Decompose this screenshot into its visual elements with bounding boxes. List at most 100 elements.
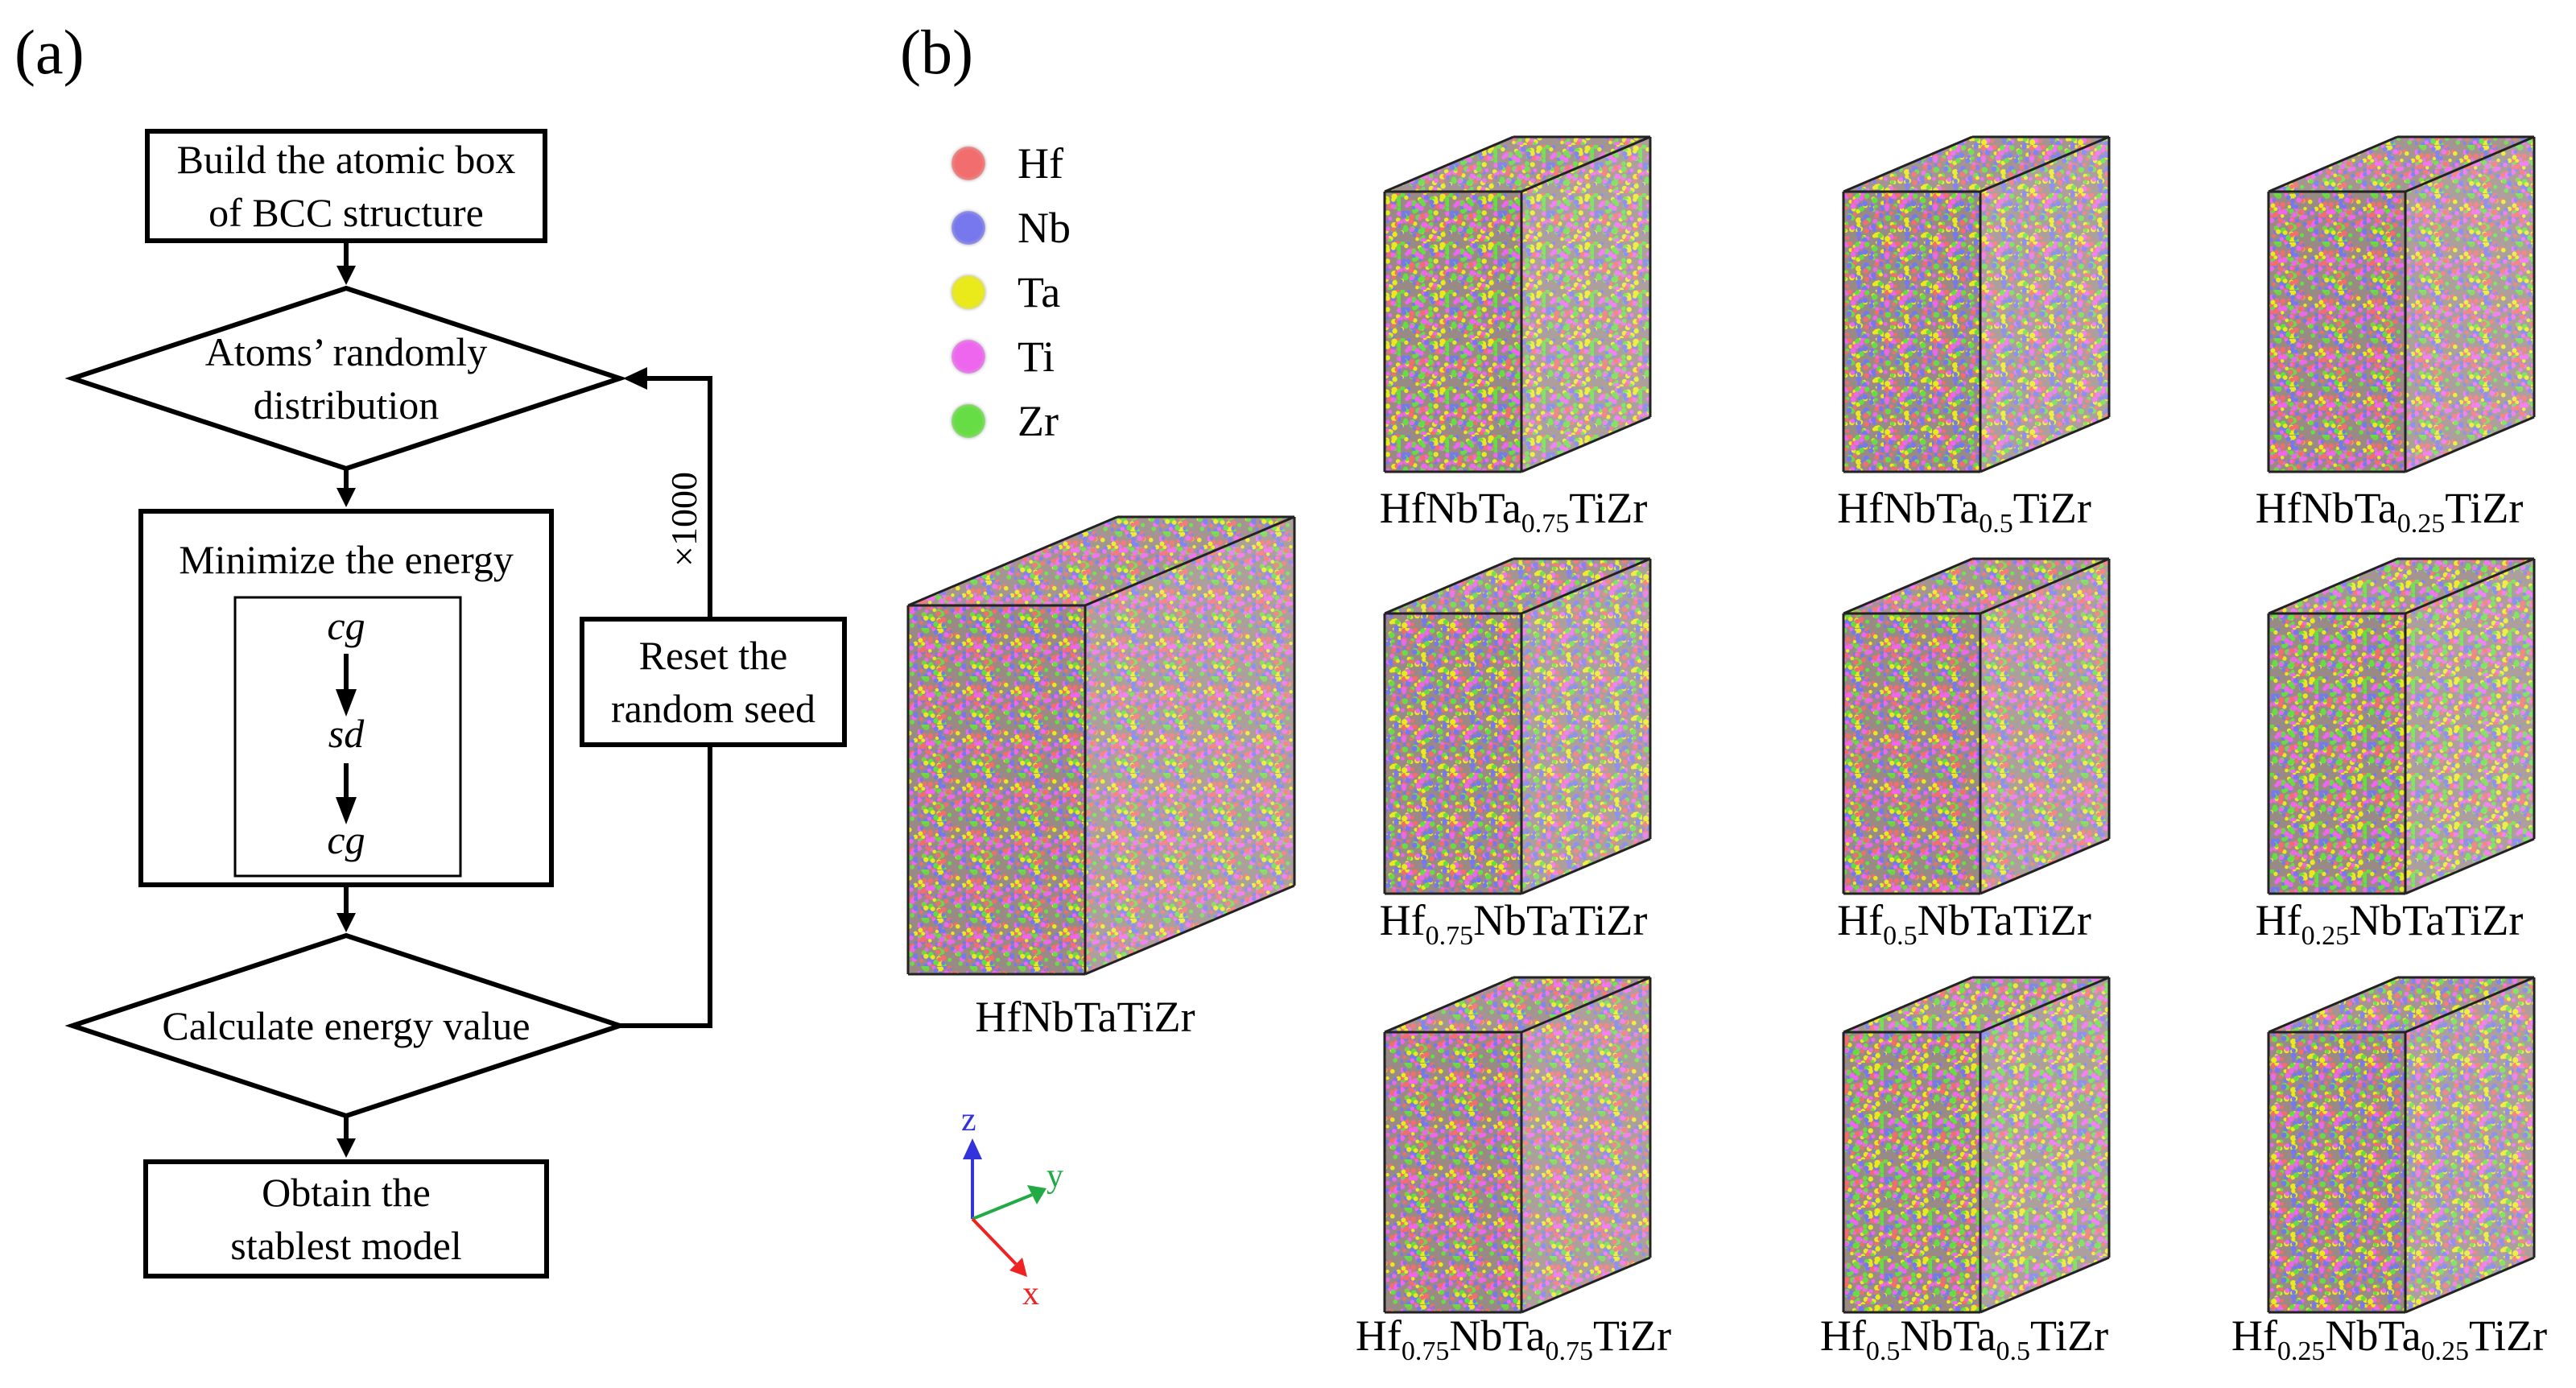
legend-label: Zr: [1018, 397, 1059, 445]
atomic-box-6: [1383, 976, 1652, 1314]
feedback-loop: [620, 376, 712, 1028]
legend-label: Nb: [1018, 204, 1071, 252]
random-line-1: Atoms’ randomly: [204, 329, 488, 374]
random-line-2: distribution: [253, 382, 440, 428]
obtain-model-node: Obtain the stablest model: [143, 1159, 549, 1279]
atomic-box-7: [1842, 976, 2111, 1314]
legend-label: Ti: [1018, 333, 1055, 381]
build-line-1: Build the atomic box: [176, 137, 516, 182]
model-label: Hf0.5NbTaTiZr: [1787, 896, 2141, 950]
model-label: Hf0.25NbTa0.25TiZr: [2212, 1312, 2566, 1365]
build-line-2: of BCC structure: [208, 190, 484, 235]
random-distribution-text: Atoms’ randomly distribution: [153, 326, 539, 431]
axis-y-head: [1027, 1185, 1046, 1204]
label-part: Hf: [1819, 1312, 1866, 1360]
axis-x-head: [1009, 1258, 1027, 1277]
label-subscript: 0.25: [2396, 509, 2446, 539]
axis-x-line: [971, 1217, 1018, 1266]
build-box-node: Build the atomic box of BCC structure: [145, 129, 547, 243]
label-subscript: 0.5: [1883, 921, 1918, 951]
reset-line-1: Reset the: [638, 633, 788, 678]
minimize-title: Minimize the energy: [179, 537, 514, 582]
label-part: NbTaTiZr: [2349, 896, 2524, 944]
label-part: Hf: [2255, 896, 2301, 944]
atomic-box-3: [1383, 557, 1652, 895]
label-part: HfNbTa: [1379, 484, 1521, 532]
label-part: NbTaTiZr: [1917, 896, 2091, 944]
label-subscript: 0.25: [2277, 1336, 2326, 1366]
label-subscript: 0.75: [1425, 921, 1474, 951]
atomic-box-1: [1842, 135, 2111, 473]
calculate-line: Calculate energy value: [162, 1003, 530, 1048]
model-label: Hf0.75NbTaTiZr: [1336, 896, 1690, 950]
model-label: HfNbTa0.25TiZr: [2212, 484, 2566, 538]
label-part: HfNbTa: [2255, 484, 2397, 532]
label-subscript: 0.5: [1979, 509, 2013, 539]
reset-seed-node: Reset the random seed: [580, 617, 847, 747]
label-subscript: 0.75: [1401, 1336, 1450, 1366]
model-label: Hf0.25NbTaTiZr: [2212, 896, 2566, 950]
atomic-box-2: [2267, 135, 2536, 473]
label-part: TiZr: [1593, 1312, 1672, 1360]
label-part: Hf: [1837, 896, 1884, 944]
legend-swatch: [952, 275, 985, 309]
axis-x-label: x: [1022, 1275, 1039, 1312]
label-part: TiZr: [1569, 484, 1648, 532]
axis-y-label: y: [1046, 1158, 1063, 1195]
label-part: Hf: [1355, 1312, 1402, 1360]
legend-item-ti: Ti: [952, 335, 1055, 378]
atomic-box-8: [2267, 976, 2536, 1314]
legend-label: Hf: [1018, 139, 1063, 188]
legend-item-nb: Nb: [952, 206, 1071, 250]
axis-z-head: [963, 1138, 982, 1159]
label-part: TiZr: [2013, 484, 2091, 532]
panel-a-label: (a): [14, 17, 85, 87]
label-subscript: 0.25: [2421, 1336, 2470, 1366]
calculate-energy-text: Calculate energy value: [121, 997, 572, 1055]
step-cg-1: cg: [327, 603, 365, 648]
legend-item-zr: Zr: [952, 399, 1059, 443]
axis-y-line: [972, 1193, 1033, 1221]
label-part: NbTa: [2325, 1312, 2421, 1360]
reset-line-2: random seed: [610, 686, 816, 731]
atomic-box-5: [2267, 557, 2536, 895]
label-part: HfNbTa: [1837, 484, 1979, 532]
step-cg-2: cg: [327, 817, 365, 862]
atomic-box-4: [1842, 557, 2111, 895]
label-part: NbTa: [1900, 1312, 1996, 1360]
label-subscript: 0.75: [1521, 509, 1570, 539]
legend-swatch: [952, 404, 985, 438]
legend-swatch: [952, 211, 985, 245]
model-label: HfNbTa0.5TiZr: [1787, 484, 2141, 538]
model-label: Hf0.5NbTa0.5TiZr: [1787, 1312, 2141, 1365]
panel-b-label: (b): [900, 17, 973, 87]
label-part: NbTaTiZr: [1473, 896, 1648, 944]
label-subscript: 0.75: [1545, 1336, 1594, 1366]
step-sd: sd: [328, 711, 365, 756]
label-subscript: 0.5: [1865, 1336, 1901, 1366]
atomic-box-main: [906, 515, 1296, 976]
label-subscript: 0.5: [1996, 1336, 2031, 1366]
model-label: Hf0.75NbTa0.75TiZr: [1336, 1312, 1690, 1365]
legend-swatch: [952, 340, 985, 374]
label-part: TiZr: [2030, 1312, 2109, 1360]
legend-item-ta: Ta: [952, 271, 1060, 314]
axis-z-label: z: [961, 1101, 976, 1138]
atomic-box-0: [1383, 135, 1652, 473]
obtain-line-1: Obtain the: [262, 1170, 431, 1215]
legend-item-hf: Hf: [952, 142, 1063, 185]
label-part: Hf: [1379, 896, 1426, 944]
label-part: TiZr: [2469, 1312, 2548, 1360]
label-part: NbTa: [1449, 1312, 1546, 1360]
model-label-main: HfNbTaTiZr: [975, 993, 1195, 1041]
obtain-line-2: stablest model: [230, 1223, 462, 1268]
model-label: HfNbTa0.75TiZr: [1336, 484, 1690, 538]
legend-label: Ta: [1018, 268, 1061, 316]
label-part: TiZr: [2445, 484, 2524, 532]
label-part: Hf: [2231, 1312, 2277, 1360]
